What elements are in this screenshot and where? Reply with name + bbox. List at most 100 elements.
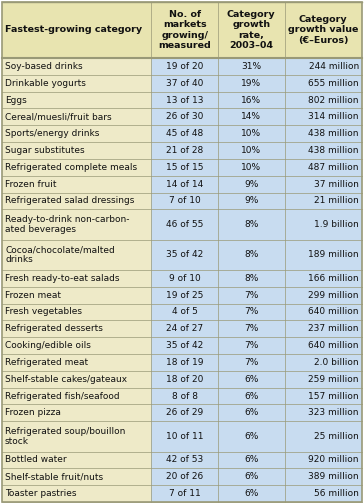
- Text: 10 of 11: 10 of 11: [166, 432, 203, 441]
- Bar: [2, 142, 151, 159]
- Text: 438 million: 438 million: [309, 146, 359, 155]
- Text: 16%: 16%: [241, 96, 261, 104]
- Text: 6%: 6%: [244, 489, 258, 498]
- Bar: [2, 421, 151, 452]
- Bar: [2, 75, 151, 92]
- Bar: [151, 159, 362, 176]
- Text: Frozen meat: Frozen meat: [5, 291, 61, 300]
- Bar: [151, 287, 362, 303]
- Text: 31%: 31%: [241, 62, 261, 71]
- Text: 1.9 billion: 1.9 billion: [314, 220, 359, 229]
- Text: 46 of 55: 46 of 55: [166, 220, 203, 229]
- Bar: [2, 92, 151, 108]
- Text: 15 of 15: 15 of 15: [166, 163, 203, 172]
- Bar: [151, 404, 362, 421]
- Text: 157 million: 157 million: [308, 392, 359, 401]
- Text: 35 of 42: 35 of 42: [166, 250, 203, 259]
- Text: 389 million: 389 million: [308, 472, 359, 481]
- Text: 10%: 10%: [241, 163, 261, 172]
- Text: 4 of 5: 4 of 5: [172, 307, 198, 317]
- Bar: [2, 371, 151, 388]
- Text: Shelf-stable cakes/gateaux: Shelf-stable cakes/gateaux: [5, 375, 127, 384]
- Bar: [2, 270, 151, 287]
- Bar: [151, 92, 362, 108]
- Text: 314 million: 314 million: [309, 112, 359, 121]
- Text: 6%: 6%: [244, 432, 258, 441]
- Text: 8%: 8%: [244, 250, 258, 259]
- Bar: [2, 2, 362, 58]
- Text: 189 million: 189 million: [308, 250, 359, 259]
- Text: 10%: 10%: [241, 129, 261, 138]
- Text: 487 million: 487 million: [309, 163, 359, 172]
- Text: 21 million: 21 million: [314, 197, 359, 206]
- Text: Ready-to-drink non-carbon-
ated beverages: Ready-to-drink non-carbon- ated beverage…: [5, 215, 130, 234]
- Text: 244 million: 244 million: [309, 62, 359, 71]
- Bar: [2, 404, 151, 421]
- Text: 259 million: 259 million: [309, 375, 359, 384]
- Text: 7%: 7%: [244, 358, 258, 367]
- Text: 18 of 19: 18 of 19: [166, 358, 203, 367]
- Bar: [151, 421, 362, 452]
- Bar: [151, 354, 362, 371]
- Text: 802 million: 802 million: [309, 96, 359, 104]
- Bar: [151, 388, 362, 404]
- Text: 9%: 9%: [244, 179, 258, 188]
- Bar: [2, 239, 151, 270]
- Bar: [151, 371, 362, 388]
- Text: 7%: 7%: [244, 291, 258, 300]
- Bar: [151, 239, 362, 270]
- Bar: [2, 321, 151, 337]
- Text: 20 of 26: 20 of 26: [166, 472, 203, 481]
- Bar: [2, 58, 151, 75]
- Text: 13 of 13: 13 of 13: [166, 96, 203, 104]
- Text: Drinkable yogurts: Drinkable yogurts: [5, 79, 86, 88]
- Text: 45 of 48: 45 of 48: [166, 129, 203, 138]
- Bar: [2, 287, 151, 303]
- Text: Frozen pizza: Frozen pizza: [5, 408, 61, 417]
- Bar: [2, 303, 151, 321]
- Text: 9 of 10: 9 of 10: [169, 274, 201, 283]
- Bar: [151, 270, 362, 287]
- Text: Bottled water: Bottled water: [5, 456, 67, 465]
- Text: Refrigerated complete meals: Refrigerated complete meals: [5, 163, 137, 172]
- Text: No. of
markets
growing/
measured: No. of markets growing/ measured: [158, 10, 211, 50]
- Bar: [151, 452, 362, 468]
- Bar: [151, 193, 362, 209]
- Text: Fresh ready-to-eat salads: Fresh ready-to-eat salads: [5, 274, 119, 283]
- Text: Refrigerated soup/bouillon
stock: Refrigerated soup/bouillon stock: [5, 427, 125, 446]
- Bar: [2, 108, 151, 125]
- Text: 37 of 40: 37 of 40: [166, 79, 203, 88]
- Bar: [2, 125, 151, 142]
- Bar: [151, 209, 362, 239]
- Text: 9%: 9%: [244, 197, 258, 206]
- Bar: [2, 452, 151, 468]
- Bar: [2, 354, 151, 371]
- Text: Cocoa/chocolate/malted
drinks: Cocoa/chocolate/malted drinks: [5, 245, 115, 264]
- Text: Toaster pastries: Toaster pastries: [5, 489, 76, 498]
- Text: 56 million: 56 million: [314, 489, 359, 498]
- Text: 640 million: 640 million: [309, 341, 359, 350]
- Bar: [2, 193, 151, 209]
- Text: 10%: 10%: [241, 146, 261, 155]
- Bar: [2, 468, 151, 485]
- Text: 6%: 6%: [244, 472, 258, 481]
- Text: Sugar substitutes: Sugar substitutes: [5, 146, 84, 155]
- Text: 25 million: 25 million: [314, 432, 359, 441]
- Bar: [151, 303, 362, 321]
- Text: Cooking/edible oils: Cooking/edible oils: [5, 341, 91, 350]
- Text: Refrigerated fish/seafood: Refrigerated fish/seafood: [5, 392, 120, 401]
- Text: 438 million: 438 million: [309, 129, 359, 138]
- Text: 14 of 14: 14 of 14: [166, 179, 203, 188]
- Text: 6%: 6%: [244, 375, 258, 384]
- Text: Refrigerated meat: Refrigerated meat: [5, 358, 88, 367]
- Text: Category
growth value
(€–Euros): Category growth value (€–Euros): [288, 15, 359, 45]
- Text: 2.0 billion: 2.0 billion: [314, 358, 359, 367]
- Bar: [151, 75, 362, 92]
- Bar: [151, 176, 362, 193]
- Text: 7 of 11: 7 of 11: [169, 489, 201, 498]
- Text: 18 of 20: 18 of 20: [166, 375, 203, 384]
- Text: Cereal/muesli/fruit bars: Cereal/muesli/fruit bars: [5, 112, 112, 121]
- Text: 6%: 6%: [244, 456, 258, 465]
- Bar: [2, 176, 151, 193]
- Bar: [151, 142, 362, 159]
